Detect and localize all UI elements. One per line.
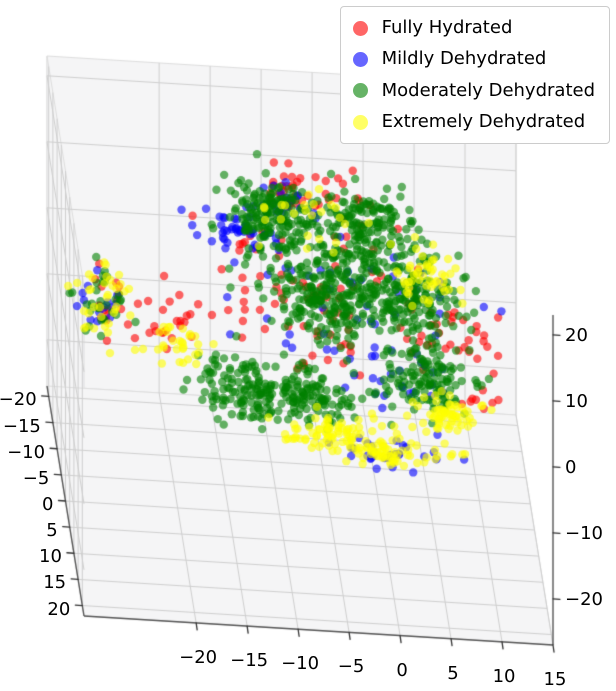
legend-label: Extremely Dehydrated: [381, 110, 586, 132]
legend-label: Moderately Dehydrated: [381, 79, 595, 101]
x-tick-label: 10: [492, 665, 516, 687]
z-tick-label: 0: [565, 456, 577, 478]
legend-item: Extremely Dehydrated: [352, 110, 595, 134]
legend-marker-icon: [352, 51, 368, 67]
x-tick-label: −5: [337, 656, 365, 678]
legend-item: Mildly Dehydrated: [352, 47, 595, 71]
x-tick-label: 0: [396, 659, 408, 681]
legend: Fully Hydrated Mildly Dehydrated Moderat…: [339, 6, 610, 145]
legend-marker-icon: [352, 114, 368, 130]
legend-label: Fully Hydrated: [381, 17, 513, 38]
x-tick-label: −10: [281, 653, 320, 675]
legend-label: Mildly Dehydrated: [381, 48, 547, 70]
z-tick-label: 10: [565, 390, 588, 412]
z-tick-label: 20: [565, 324, 588, 346]
y-tick-label: −5: [22, 467, 50, 489]
x-tick-label: −20: [179, 646, 218, 668]
x-tick-label: 5: [447, 662, 459, 684]
z-tick-label: −20: [565, 588, 603, 610]
legend-marker-icon: [352, 20, 368, 36]
y-tick-label: 20: [47, 598, 71, 620]
y-tick-label: −20: [0, 389, 37, 411]
x-tick-label: −15: [230, 650, 269, 672]
x-tick-label: 15: [543, 669, 567, 690]
y-tick-label: 15: [43, 572, 67, 594]
legend-item: Fully Hydrated: [352, 16, 595, 40]
y-tick-label: −15: [2, 415, 41, 437]
z-tick-label: −10: [565, 522, 603, 544]
legend-item: Moderately Dehydrated: [352, 79, 595, 103]
y-tick-label: 5: [46, 520, 58, 542]
y-tick-label: 0: [42, 494, 54, 515]
legend-marker-icon: [352, 83, 368, 99]
y-tick-label: 10: [39, 546, 62, 568]
y-tick-label: −10: [7, 441, 46, 463]
